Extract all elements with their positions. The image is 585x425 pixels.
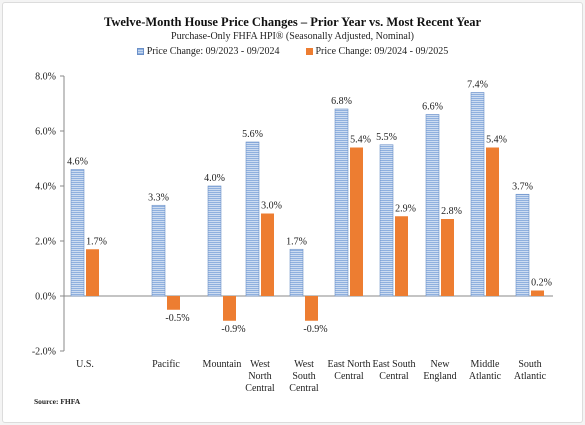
legend-label-series-2: Price Change: 09/2024 - 09/2025 [315, 46, 449, 57]
category-label: Middle [471, 359, 500, 370]
chart-legend: Price Change: 09/2023 - 09/2024 Price Ch… [0, 46, 585, 57]
bar-series-1 [379, 144, 394, 297]
category-label: England [423, 371, 456, 382]
data-label-series-2: 5.4% [350, 135, 371, 146]
data-label-series-1: 3.7% [512, 181, 533, 192]
category-label: South [518, 359, 541, 370]
y-tick-label: 0.0% [35, 292, 56, 303]
y-tick-label: 4.0% [35, 182, 56, 193]
bar-series-1 [70, 169, 85, 297]
data-label-series-1: 6.6% [422, 102, 443, 113]
bar-series-2 [531, 290, 544, 296]
y-tick-label: -2.0% [32, 347, 56, 358]
bar-series-2 [261, 213, 274, 296]
legend-label-series-1: Price Change: 09/2023 - 09/2024 [146, 46, 280, 57]
y-tick-label: 8.0% [35, 72, 56, 83]
category-label: U.S. [76, 359, 94, 370]
data-label-series-2: -0.5% [165, 313, 189, 324]
data-label-series-1: 6.8% [331, 96, 352, 107]
data-label-series-2: 2.8% [441, 206, 462, 217]
category-label: Central [334, 371, 364, 382]
data-label-series-1: 7.4% [467, 80, 488, 91]
bar-series-2 [167, 296, 180, 310]
bar-series-2 [223, 296, 236, 321]
data-label-series-1: 3.3% [148, 192, 169, 203]
data-label-series-2: 2.9% [395, 203, 416, 214]
data-label-series-1: 5.6% [242, 129, 263, 140]
bar-series-2 [395, 216, 408, 296]
source-note: Source: FHFA [34, 397, 81, 406]
bar-series-2 [486, 147, 499, 296]
category-label: Central [289, 383, 319, 394]
category-label: North [248, 371, 271, 382]
category-label: Pacific [152, 359, 180, 370]
chart-subtitle: Purchase-Only FHFA HPI® (Seasonally Adju… [171, 31, 414, 42]
category-label: West [294, 359, 314, 370]
category-label: West [250, 359, 270, 370]
category-label: Atlantic [469, 371, 502, 382]
category-label: Mountain [203, 359, 242, 370]
bar-series-1 [289, 248, 304, 297]
bar-series-1 [425, 114, 440, 297]
data-label-series-2: 3.0% [261, 201, 282, 212]
data-label-series-2: 1.7% [86, 236, 107, 247]
bar-series-1 [334, 108, 349, 297]
data-label-series-2: 0.2% [531, 278, 552, 289]
data-label-series-1: 5.5% [376, 132, 397, 143]
bar-series-2 [86, 249, 99, 296]
bar-series-1 [207, 185, 222, 297]
legend-item-series-2: Price Change: 09/2024 - 09/2025 [305, 46, 449, 57]
category-label: South [292, 371, 315, 382]
legend-item-series-1: Price Change: 09/2023 - 09/2024 [136, 46, 280, 57]
bar-series-1 [151, 204, 166, 297]
category-label: Central [379, 371, 409, 382]
data-label-series-2: -0.9% [221, 324, 245, 335]
chart-title: Twelve-Month House Price Changes – Prior… [103, 15, 482, 29]
bar-series-1 [245, 141, 260, 297]
y-tick-label: 6.0% [35, 127, 56, 138]
category-label: Atlantic [514, 371, 547, 382]
data-label-series-2: 5.4% [486, 135, 507, 146]
legend-swatch-series-2 [305, 48, 313, 55]
data-label-series-1: 1.7% [286, 236, 307, 247]
legend-swatch-series-1 [136, 48, 144, 55]
bar-series-2 [305, 296, 318, 321]
bar-series-1 [515, 193, 530, 297]
category-label: New [431, 359, 451, 370]
category-label: Central [245, 383, 275, 394]
y-tick-label: 2.0% [35, 237, 56, 248]
data-label-series-2: -0.9% [303, 324, 327, 335]
data-label-series-1: 4.6% [67, 157, 88, 168]
bar-series-2 [350, 147, 363, 296]
bar-series-2 [441, 219, 454, 296]
category-label: East North [327, 359, 370, 370]
bar-series-1 [470, 92, 485, 297]
data-label-series-1: 4.0% [204, 173, 225, 184]
category-label: East South [372, 359, 415, 370]
